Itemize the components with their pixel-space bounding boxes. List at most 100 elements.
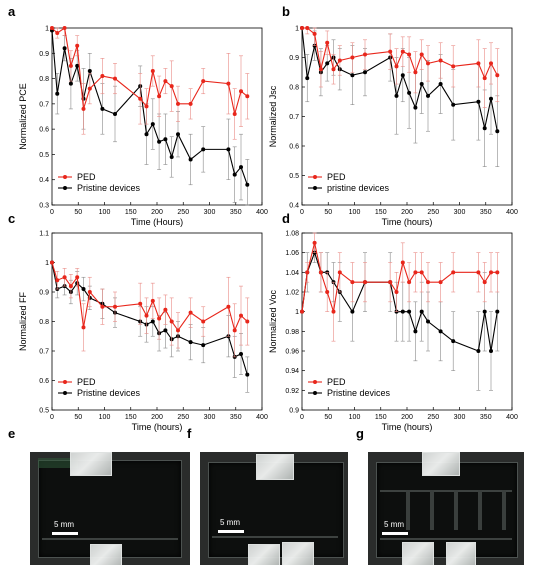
y-tick-label: 0.5 [39, 152, 49, 159]
data-point [312, 240, 317, 245]
data-point [55, 278, 60, 283]
x-tick-label: 400 [256, 209, 268, 216]
data-point [157, 94, 162, 99]
data-point [81, 287, 86, 292]
series-line [301, 250, 498, 352]
data-point [245, 319, 250, 324]
data-point [55, 91, 60, 96]
y-tick-label: 1 [295, 26, 299, 33]
legend-label: pristine devices [327, 183, 390, 193]
data-point [495, 270, 500, 275]
y-tick-label: 0.9 [289, 55, 299, 62]
y-tick-label: 0.6 [289, 144, 299, 151]
data-point [419, 52, 424, 57]
x-tick-label: 150 [125, 209, 137, 216]
y-tick-label: 0.8 [289, 85, 299, 92]
y-tick-label: 1.1 [39, 231, 49, 238]
panel-label-b: b [282, 4, 290, 19]
scale-bar-f [218, 530, 244, 533]
series-pristine [50, 260, 250, 393]
x-tick-label: 0 [300, 414, 304, 421]
data-point [489, 349, 493, 353]
data-point [451, 102, 456, 107]
data-point [325, 61, 330, 66]
data-point [55, 31, 60, 36]
y-tick-label: 0.7 [39, 349, 49, 356]
data-point [482, 126, 487, 131]
busbar-top-g [380, 490, 512, 492]
finger-1-g [406, 490, 410, 530]
finger-2-g [430, 490, 434, 530]
data-point [157, 316, 162, 321]
y-tick-label: 0.4 [39, 177, 49, 184]
x-tick-label: 0 [50, 209, 54, 216]
x-tick-label: 50 [324, 209, 332, 216]
data-point [100, 74, 105, 79]
x-tick-label: 200 [151, 209, 163, 216]
data-point [388, 49, 393, 54]
data-point [169, 319, 174, 324]
data-point [350, 309, 355, 314]
tape-top-f [256, 454, 294, 480]
photo-g: 5 mm [368, 452, 524, 565]
data-point [157, 139, 162, 144]
data-point [400, 49, 405, 54]
photo-label-e: e [8, 426, 16, 441]
data-point [438, 329, 443, 334]
data-point [188, 101, 193, 106]
data-point [144, 132, 149, 137]
data-point [81, 106, 86, 111]
busbar-f [212, 536, 338, 538]
data-point [426, 61, 430, 66]
data-point [144, 104, 149, 109]
y-tick-label: 1 [45, 260, 49, 267]
data-point [68, 81, 73, 86]
legend-swatch-marker [313, 380, 317, 384]
data-point [300, 309, 304, 314]
data-point [87, 86, 92, 91]
data-point [413, 329, 418, 334]
y-tick-label: 0.4 [289, 203, 299, 210]
series-ped [300, 26, 500, 108]
finger-4-g [478, 490, 482, 530]
data-point [489, 61, 493, 66]
photo-f: 5 mm [200, 452, 348, 565]
data-point [50, 26, 54, 30]
data-point [476, 61, 481, 66]
data-point [239, 313, 243, 318]
data-point [426, 280, 430, 285]
data-point [476, 270, 481, 275]
y-tick-label: 1.04 [285, 270, 299, 277]
legend-swatch-marker [313, 391, 317, 395]
chart-panel-a: a 0 50 100 150 200 250 300 350 400 0.3 0.4 0.5 0.6 0.7… [8, 4, 268, 227]
x-tick-label: 350 [480, 209, 492, 216]
data-point [394, 64, 399, 69]
series-ped [300, 232, 500, 342]
series-pristine [300, 242, 500, 391]
legend-swatch-marker [63, 186, 67, 190]
data-point [350, 55, 355, 60]
data-point [451, 64, 456, 69]
y-tick-label: 0.9 [289, 408, 299, 415]
x-tick-label: 150 [375, 414, 387, 421]
y-tick-label: 0.8 [39, 319, 49, 326]
data-point [413, 70, 418, 75]
data-point [337, 270, 342, 275]
data-point [188, 157, 193, 162]
series-line [301, 27, 498, 132]
legend-swatch-marker [313, 175, 317, 179]
x-tick-label: 200 [151, 414, 163, 421]
x-tick-label: 100 [349, 209, 361, 216]
y-tick-label: 1 [295, 309, 299, 316]
scale-bar-g [382, 532, 408, 535]
data-point [239, 89, 243, 94]
data-point [232, 111, 237, 116]
data-point [226, 304, 231, 309]
data-point [81, 325, 86, 330]
photo-e: 5 mm [30, 452, 190, 565]
series-line [302, 27, 498, 80]
x-tick-label: 300 [454, 209, 466, 216]
y-tick-label: 0.3 [39, 203, 49, 210]
